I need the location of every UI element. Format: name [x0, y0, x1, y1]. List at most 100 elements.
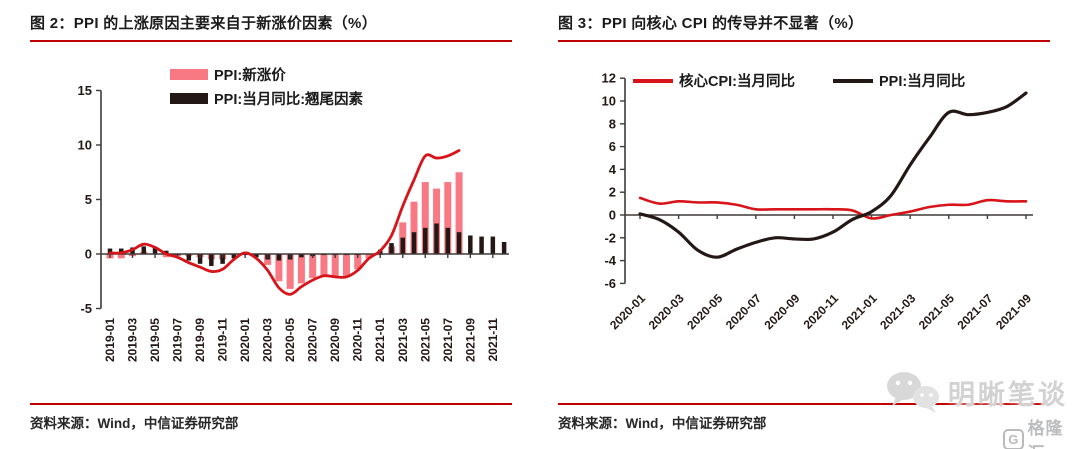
y-tick-label: 12 [602, 71, 616, 86]
x-tick-label: 2019-11 [216, 318, 230, 362]
y-tick-label: 5 [85, 192, 92, 207]
x-tick-label: 2020-03 [646, 291, 687, 332]
bar [119, 248, 124, 254]
figure3-legend: 核心CPI:当月同比 PPI:当月同比 [633, 70, 965, 91]
x-tick-label: 2021-01 [839, 291, 880, 332]
y-tick-label: -2 [604, 230, 616, 245]
y-tick-label: 0 [609, 208, 616, 223]
y-tick-label: 0 [85, 247, 92, 262]
x-tick-label: 2020-07 [723, 291, 764, 332]
bar [456, 232, 462, 254]
x-tick-label: 2019-01 [103, 318, 117, 362]
y-tick-label: 6 [609, 139, 616, 154]
ppi-label: PPI:当月同比 [879, 74, 966, 90]
carryover-label: PPI:当月同比:翘尾因素 [214, 92, 364, 108]
wechat-watermark-text: 明晰笔谈 [948, 379, 1068, 410]
bar [209, 254, 214, 266]
legend-item-carryover: PPI:当月同比:翘尾因素 [170, 88, 363, 109]
figure3-title: 图 3：PPI 向核心 CPI 的传导并不显著（%） [558, 8, 1050, 42]
bar [455, 172, 463, 254]
bar [421, 182, 429, 254]
bar [186, 254, 192, 261]
figure2-title: 图 2：PPI 的上涨原因主要来自于新涨价因素（%） [30, 8, 512, 42]
figure3-source-rule [558, 403, 1050, 405]
bar [389, 243, 394, 254]
y-tick-label: -6 [604, 276, 616, 291]
x-tick-label: 2021-03 [877, 291, 918, 332]
bar [433, 188, 441, 254]
x-tick-label: 2020-01 [607, 291, 648, 332]
y-tick-label: -4 [604, 253, 616, 268]
figure3-panel: 图 3：PPI 向核心 CPI 的传导并不显著（%） 核心CPI:当月同比 PP… [558, 8, 1050, 442]
x-tick-label: 2021-03 [396, 318, 410, 362]
new-price-swatch [170, 69, 208, 80]
bar [276, 254, 282, 261]
ppi-swatch [833, 78, 873, 83]
x-tick-label: 2020-11 [801, 291, 842, 332]
core-cpi-label: 核心CPI:当月同比 [679, 74, 795, 90]
y-tick-label: 10 [602, 94, 616, 109]
figure2-plot: 15 10 5 0 -5 2019-01 2019-03 2019-05 2019-07 2019… [78, 83, 509, 362]
x-tick-label: 2020-09 [328, 318, 342, 362]
bar [299, 254, 304, 258]
y-tick-label: -5 [80, 301, 92, 316]
bar [490, 236, 496, 254]
bar [231, 254, 237, 259]
bar [107, 248, 113, 254]
x-tick-label: 2020-09 [761, 291, 802, 332]
x-tick-label: 2019-03 [126, 318, 140, 362]
bar [411, 232, 417, 254]
bar [162, 254, 170, 258]
figure3-source: 资料来源：Wind，中信证券研究部 [558, 416, 767, 431]
x-tick-label: 2021-09 [993, 291, 1034, 332]
legend-item-ppi: PPI:当月同比 [833, 70, 965, 91]
y-tick-label: 10 [78, 138, 92, 153]
gelonghui-icon: G [1003, 428, 1024, 449]
bar [309, 254, 317, 278]
bar [117, 254, 125, 259]
x-tick-label: 2020-05 [283, 318, 297, 362]
x-tick-label: 2020-03 [261, 318, 275, 362]
bar [264, 254, 272, 265]
series-line [108, 149, 461, 296]
bar [501, 242, 507, 254]
bar [445, 227, 451, 254]
bar [342, 254, 350, 276]
x-tick-label: 2021-01 [373, 318, 387, 362]
x-tick-label: 2021-07 [441, 318, 455, 362]
x-tick-label: 2019-07 [171, 318, 185, 362]
bar [275, 254, 283, 282]
series-line [638, 91, 1028, 259]
bar [331, 254, 339, 276]
figure2-source-rule [30, 403, 512, 405]
legend-item-new-price: PPI:新涨价 [170, 64, 363, 85]
bar [297, 254, 305, 284]
bar [434, 223, 439, 254]
bar [152, 247, 158, 254]
x-tick-label: 2021-09 [463, 318, 477, 362]
x-tick-label: 2020-01 [238, 318, 252, 362]
bar [197, 254, 203, 264]
series-line [638, 196, 1028, 220]
bar [254, 254, 259, 258]
gelonghui-logo: G 格隆汇 [1003, 414, 1080, 449]
figure2-panel: 图 2：PPI 的上涨原因主要来自于新涨价因素（%） PPI:新涨价 PPI:当… [30, 8, 512, 442]
x-tick-label: 2019-09 [193, 318, 207, 362]
x-tick-label: 2021-11 [486, 318, 500, 362]
new-price-label: PPI:新涨价 [214, 68, 286, 84]
x-tick-label: 2021-07 [954, 291, 995, 332]
bar [320, 254, 328, 275]
wechat-watermark: 明晰笔谈 [884, 370, 1068, 414]
carryover-swatch [170, 93, 208, 104]
wechat-icon [887, 372, 939, 413]
y-tick-label: 4 [609, 162, 617, 177]
bar [400, 237, 406, 254]
figure2-legend: PPI:新涨价 PPI:当月同比:翘尾因素 [170, 64, 363, 109]
bar [141, 246, 147, 254]
legend-item-core-cpi: 核心CPI:当月同比 [633, 70, 795, 91]
bar [479, 236, 484, 254]
bar [286, 254, 294, 289]
x-tick-label: 2020-11 [351, 318, 365, 362]
bar [423, 227, 428, 254]
